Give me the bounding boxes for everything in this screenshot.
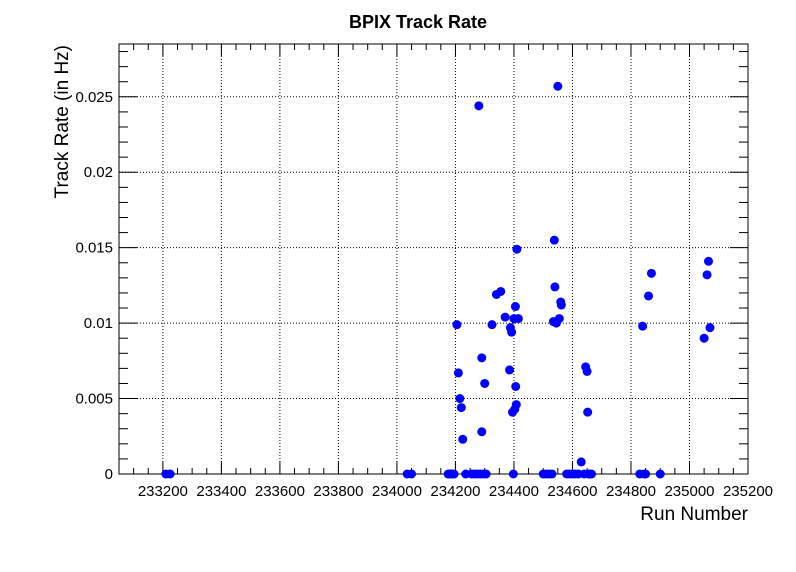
y-tick-label: 0 — [105, 466, 113, 483]
y-tick-label: 0.02 — [84, 164, 113, 181]
data-point — [641, 469, 651, 479]
data-point — [513, 314, 523, 324]
data-point — [638, 321, 648, 331]
data-point — [487, 320, 497, 330]
data-point — [511, 400, 521, 410]
data-point — [452, 320, 462, 330]
data-point — [699, 333, 709, 343]
y-tick-labels: 0 0.005 0.01 0.015 0.02 0.025 — [75, 89, 113, 483]
data-point — [458, 434, 468, 444]
data-point — [547, 469, 557, 479]
data-point — [505, 365, 515, 375]
data-point — [480, 378, 490, 388]
data-point — [512, 244, 522, 254]
x-tick-label: 233200 — [138, 483, 188, 500]
data-point — [500, 312, 510, 322]
data-point — [507, 327, 517, 337]
data-point — [407, 469, 417, 479]
x-tick-label: 234400 — [489, 483, 539, 500]
data-point — [550, 282, 560, 292]
data-point — [655, 469, 665, 479]
x-axis-title: Run Number — [640, 504, 748, 525]
y-tick-label: 0.025 — [75, 89, 113, 106]
data-point — [586, 469, 596, 479]
data-point — [554, 314, 564, 324]
data-point — [646, 268, 656, 278]
plot-area-border — [118, 43, 749, 475]
y-tick-label: 0.01 — [84, 315, 113, 332]
data-points — [161, 81, 715, 479]
chart-title: BPIX Track Rate — [349, 12, 487, 32]
y-tick-label: 0.015 — [75, 240, 113, 257]
data-point — [481, 469, 491, 479]
data-point — [165, 469, 175, 479]
data-point — [449, 469, 459, 479]
x-tick-label: 235200 — [723, 483, 773, 500]
data-point — [582, 366, 592, 376]
x-tick-label: 234600 — [547, 483, 597, 500]
data-point — [453, 368, 463, 378]
x-tick-label: 235000 — [664, 483, 714, 500]
data-point — [583, 407, 593, 417]
x-tick-labels: 233200 233400 233600 233800 234000 234200 2344… — [138, 483, 773, 500]
x-tick-label: 233400 — [196, 483, 246, 500]
data-point — [477, 353, 487, 363]
data-point — [576, 457, 586, 467]
data-point — [496, 286, 506, 296]
x-tick-label: 233800 — [313, 483, 363, 500]
data-point — [456, 403, 466, 413]
y-tick-label: 0.005 — [75, 391, 113, 408]
data-point — [511, 381, 521, 391]
data-point — [553, 81, 563, 91]
x-tick-label: 233600 — [255, 483, 305, 500]
data-point — [704, 256, 714, 266]
data-point — [556, 300, 566, 310]
data-point — [705, 323, 715, 333]
x-tick-label: 234800 — [606, 483, 656, 500]
data-point — [644, 291, 654, 301]
data-point — [508, 469, 518, 479]
x-tick-label: 234000 — [372, 483, 422, 500]
data-point — [702, 270, 712, 280]
data-point — [455, 394, 465, 404]
y-axis-title: Track Rate (in Hz) — [52, 45, 73, 198]
data-point — [474, 101, 484, 111]
plot-frame — [118, 43, 749, 475]
data-point — [549, 235, 559, 245]
data-point — [510, 302, 520, 312]
x-tick-label: 234200 — [430, 483, 480, 500]
data-point — [477, 427, 487, 437]
